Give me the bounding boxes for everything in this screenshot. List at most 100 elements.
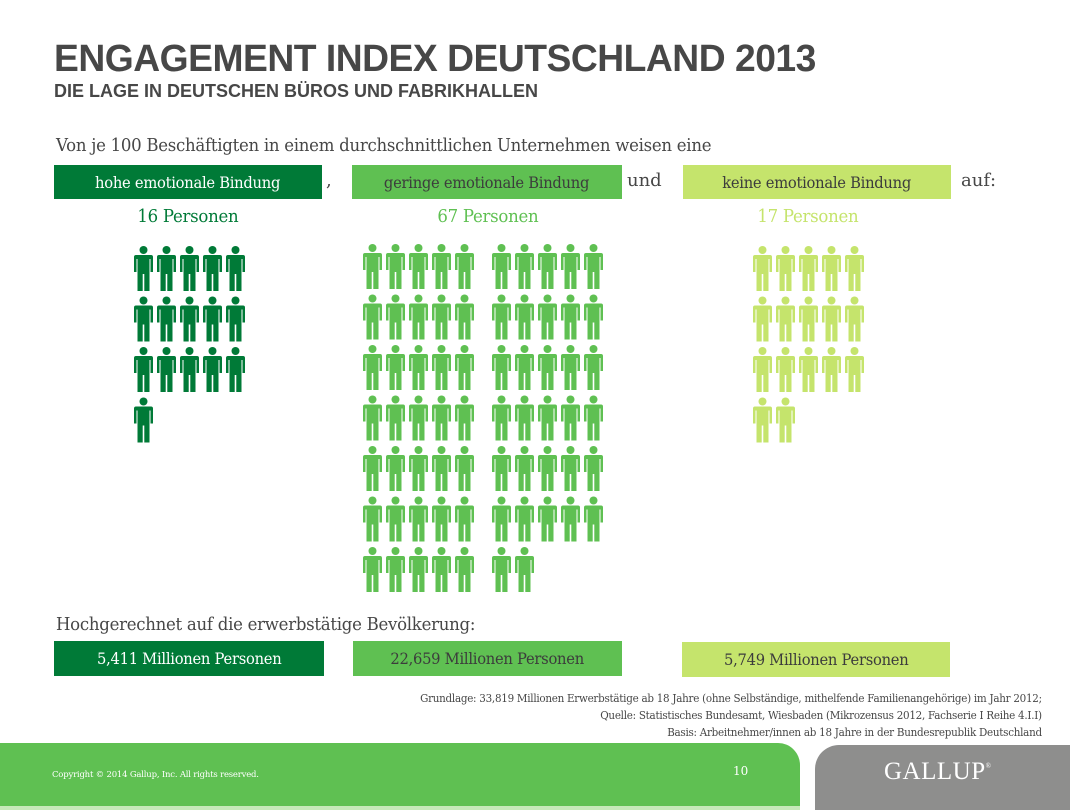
count-label-high-text: 16 Personen: [137, 206, 239, 227]
person-icon-medium-23: [409, 446, 428, 491]
projection-high-value: 5,411 Millionen Personen: [96, 649, 282, 668]
projection-high: 5,411 Millionen Personen: [54, 641, 324, 676]
person-icon-high-8: [180, 296, 199, 342]
person-icon-low-3: [799, 246, 818, 291]
person-icon-medium-31: [363, 547, 382, 592]
person-icon-medium-25: [455, 446, 474, 491]
suffix-text: auf:: [961, 170, 997, 191]
person-icon-medium-21: [363, 446, 382, 491]
person-icon-medium-20: [455, 395, 474, 441]
person-icon-low-6: [753, 296, 772, 342]
person-icon-medium-57: [515, 446, 534, 491]
person-icon-medium-32: [386, 547, 405, 592]
person-icon-medium-33: [409, 547, 428, 592]
person-icon-medium-53: [538, 395, 557, 441]
person-icon-low-2: [776, 246, 795, 291]
person-icon-medium-48: [538, 345, 557, 390]
footnote-source: Quelle: Statistisches Bundesamt, Wiesbad…: [600, 708, 1042, 722]
person-icon-medium-7: [386, 294, 405, 340]
person-icon-high-1: [134, 246, 153, 291]
person-icon-high-3: [180, 246, 199, 291]
legend-medium-label: geringe emotionale Bindung: [384, 172, 590, 192]
page-subtitle: DIE LAGE IN DEUTSCHEN BÜROS UND FABRIKHA…: [54, 81, 539, 101]
person-icon-medium-10: [455, 294, 474, 340]
person-icon-high-13: [180, 347, 199, 392]
gallup-logo: GALLUP®: [884, 758, 991, 786]
person-icon-medium-1: [363, 244, 382, 289]
and-text: und: [627, 170, 662, 191]
pictogram-chart: [134, 244, 864, 592]
person-icon-medium-46: [492, 345, 511, 390]
person-icon-high-6: [134, 296, 153, 342]
person-icon-medium-41: [492, 294, 511, 340]
person-icon-medium-28: [409, 496, 428, 542]
person-icon-low-4: [822, 246, 841, 291]
legend-high-engagement: hohe emotionale Bindung: [54, 165, 322, 199]
person-icon-low-9: [822, 296, 841, 342]
person-icon-high-16: [134, 397, 153, 443]
person-icon-medium-59: [561, 446, 580, 491]
person-icon-low-16: [753, 397, 772, 443]
person-icon-low-14: [822, 347, 841, 392]
person-icon-low-15: [845, 347, 864, 392]
person-icon-high-4: [203, 246, 222, 291]
person-icon-medium-67: [515, 547, 534, 592]
person-icon-medium-54: [561, 395, 580, 441]
person-icon-medium-19: [432, 395, 451, 441]
legend-medium-engagement: geringe emotionale Bindung: [352, 165, 622, 199]
person-icon-medium-65: [584, 496, 603, 542]
person-icon-medium-66: [492, 547, 511, 592]
person-icon-medium-16: [363, 395, 382, 441]
intro-text: Von je 100 Beschäftigten in einem durchs…: [56, 135, 712, 156]
registered-mark: ®: [985, 762, 992, 770]
person-icon-high-9: [203, 296, 222, 342]
count-label-high: 16 Personen: [108, 206, 268, 227]
person-icon-high-14: [203, 347, 222, 392]
page-title: ENGAGEMENT INDEX DEUTSCHLAND 2013: [54, 38, 816, 80]
person-icon-high-15: [226, 347, 245, 392]
person-icon-high-10: [226, 296, 245, 342]
projection-low-value: 5,749 Millionen Personen: [723, 650, 909, 669]
person-icon-medium-9: [432, 294, 451, 340]
copyright-text: Copyright © 2014 Gallup, Inc. All rights…: [52, 770, 259, 780]
person-icon-medium-30: [455, 496, 474, 542]
count-label-medium: 67 Personen: [408, 206, 568, 227]
person-icon-medium-15: [455, 345, 474, 390]
person-icon-medium-43: [538, 294, 557, 340]
person-icon-low-11: [753, 347, 772, 392]
person-icon-medium-11: [363, 345, 382, 390]
person-icon-medium-22: [386, 446, 405, 491]
person-icon-medium-14: [432, 345, 451, 390]
person-icon-medium-34: [432, 547, 451, 592]
gallup-logo-text: GALLUP: [884, 758, 986, 785]
person-icon-medium-51: [492, 395, 511, 441]
person-icon-medium-62: [515, 496, 534, 542]
person-icon-medium-26: [363, 496, 382, 542]
person-icon-high-12: [157, 347, 176, 392]
person-icon-medium-60: [584, 446, 603, 491]
person-icon-medium-2: [386, 244, 405, 289]
person-icon-medium-40: [584, 244, 603, 289]
projection-medium-value: 22,659 Millionen Personen: [390, 649, 585, 668]
comma-separator: ,: [326, 170, 332, 191]
person-icon-medium-35: [455, 547, 474, 592]
person-icon-low-13: [799, 347, 818, 392]
person-icon-medium-44: [561, 294, 580, 340]
page-number: 10: [733, 764, 749, 778]
person-icon-medium-45: [584, 294, 603, 340]
person-icon-medium-63: [538, 496, 557, 542]
person-icon-low-17: [776, 397, 795, 443]
person-icon-low-1: [753, 246, 772, 291]
legend-no-engagement: keine emotionale Bindung: [683, 165, 951, 199]
person-icon-medium-27: [386, 496, 405, 542]
person-icon-medium-56: [492, 446, 511, 491]
count-label-low-text: 17 Personen: [757, 206, 859, 227]
logo-panel: [815, 745, 1070, 810]
person-icon-medium-50: [584, 345, 603, 390]
projection-medium: 22,659 Millionen Personen: [353, 641, 622, 676]
person-icon-medium-3: [409, 244, 428, 289]
person-icon-medium-42: [515, 294, 534, 340]
person-icon-low-5: [845, 246, 864, 291]
count-label-low: 17 Personen: [728, 206, 888, 227]
person-icon-medium-24: [432, 446, 451, 491]
